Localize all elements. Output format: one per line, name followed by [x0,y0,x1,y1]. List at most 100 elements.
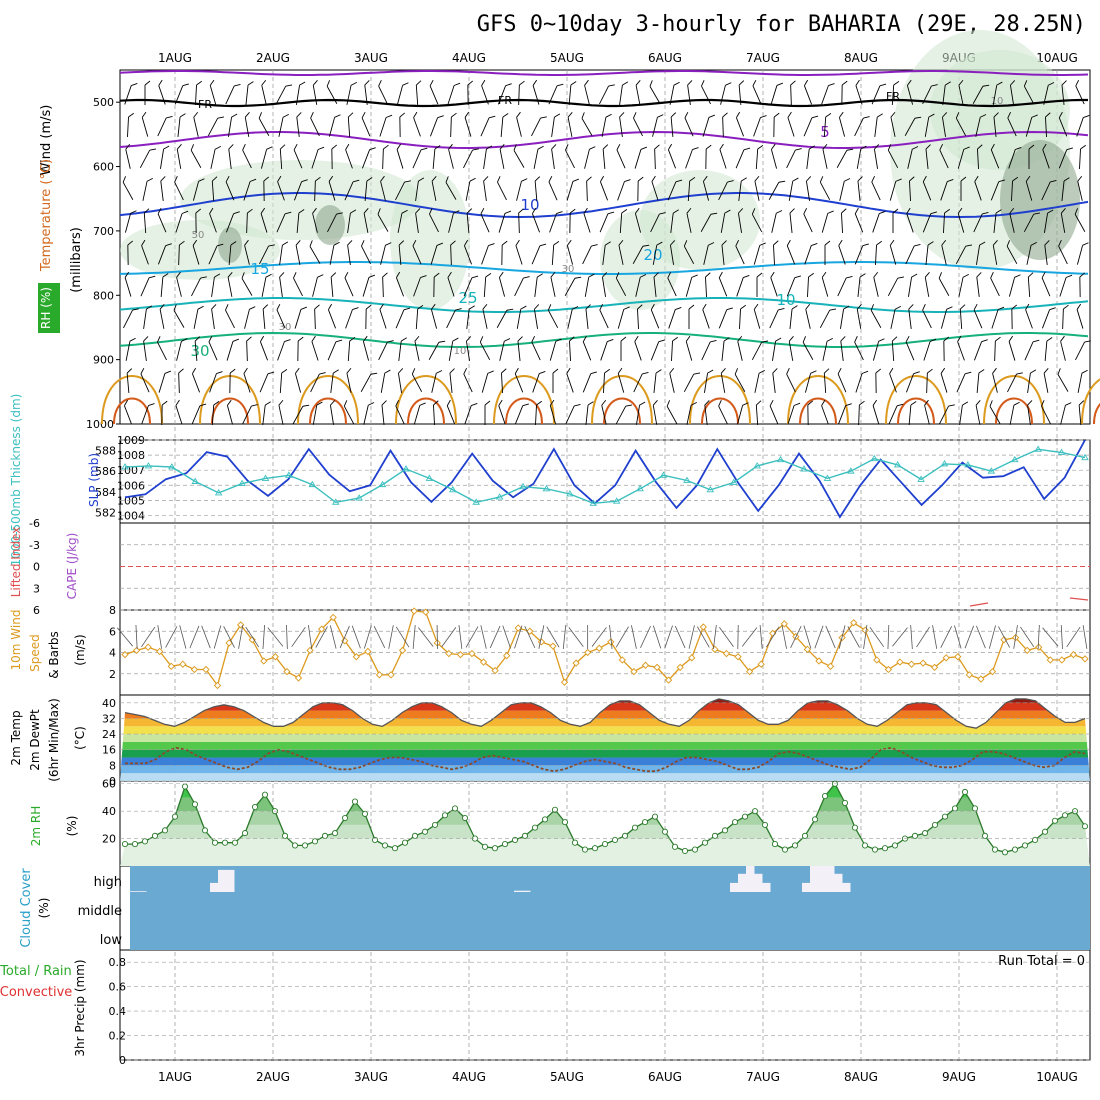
wind-barb [211,176,218,202]
wind-barb [259,371,275,393]
wind-barb [751,340,769,361]
wind-barb-staff [466,309,470,329]
wind-barb-flag [588,273,595,278]
wind-barb [906,79,914,105]
surface-wind-barb [790,626,802,648]
wind-barb [685,274,698,297]
surface-wind-barb [988,625,996,649]
wind-barb [1058,240,1068,265]
wind-barb-flag [931,84,938,87]
wind-barb [225,304,235,329]
temp-contour-line [119,261,1089,275]
wind-barb-flag [514,367,519,374]
surface-wind-barb [568,627,584,647]
thickness-point [800,465,808,472]
wind-barb-staff [1025,117,1033,137]
surface-wind-barb-staff [838,625,846,649]
wind-barb [143,208,150,234]
wind-barb-staff [429,117,439,137]
wind-barb-staff [241,278,253,296]
wind-barb-flag [536,273,543,278]
wind-barb-staff [1077,373,1083,393]
wind-barb-staff [804,245,812,265]
wind-speed-point [815,657,823,665]
wind-barb-staff [177,117,181,137]
wind-barb [887,144,899,169]
wind-barb-flag [947,178,954,182]
wind-barb-staff [837,373,847,393]
wind-barb-staff [771,341,777,361]
rh-shading-dark [218,227,242,263]
wind-barb-staff [941,117,947,137]
wind-barb [330,272,337,298]
wind-barb [752,79,762,105]
date-label-bottom: 10AUG [1036,1070,1078,1084]
wind-barb-flag [132,308,139,311]
wind-barb [889,239,897,265]
wind-barb-staff [737,341,743,361]
wind-barb-staff [127,116,129,138]
surface-wind-barb [591,627,607,647]
wind-barb [584,273,595,297]
wind-barb-staff [586,180,588,202]
wind-barb-flag [930,211,938,215]
wind-barb [345,143,353,169]
wind-barb-flag [347,112,354,118]
wind-barb-staff [428,342,440,360]
wind-barb [552,368,559,393]
surface-wind-barb [1066,626,1081,648]
wind-barb [906,207,914,233]
wind-barb-staff [513,150,525,168]
surface-wind-barb-staff [932,625,938,649]
pressure-tick-label: 900 [93,354,114,367]
precip-tick-label: 0.4 [109,1005,127,1018]
wind-barb [939,143,949,169]
wind-barb [955,112,967,137]
wind-barb-flag [200,276,207,279]
wind-barb [565,144,575,169]
wind-barb-staff [686,405,692,425]
surface-wind-barb [998,626,1011,648]
wind-barb-flag [602,144,609,150]
wind-barb-staff [330,276,334,298]
wind-barb-flag [689,177,696,182]
wind-barb [465,177,476,201]
wind-barb-staff [667,277,677,297]
wind-barb-staff [466,212,470,234]
wind-barb-flag [657,114,664,118]
temp-contour-line [983,375,1045,425]
wind-barb-staff [739,308,741,330]
wind-barb-flag [962,273,970,278]
wind-barb-staff [887,149,899,169]
wind-barb-flag [484,400,491,406]
wind-barb-flag [944,81,951,86]
wind-barb [721,240,727,265]
thickness-point [331,498,340,505]
wind-barb-flag [844,178,851,182]
wind-barb [448,143,454,169]
high-cloud-gap [834,873,843,892]
wind-barb-flag [637,176,644,182]
wind-barb-flag [344,271,349,279]
wind-barb-staff [551,149,555,169]
wind-barb-flag [922,175,927,182]
wind-barb [228,144,234,169]
wind-barb [819,176,831,201]
wind-barb-flag [572,178,580,182]
wind-barb [888,403,904,425]
wind-barb-flag [642,244,650,247]
wind-speed-point [410,607,418,615]
wind-barb-flag [499,144,505,150]
wind-barb-staff [157,245,167,265]
surface-wind-barb [964,625,975,649]
temp-contour-line [119,70,1089,76]
wind-barb-staff [941,245,947,265]
wind-barb-staff [157,341,167,361]
wind-barb-flag [941,239,947,246]
wind-barb [429,79,439,105]
wind-barb-flag [806,176,812,182]
wind-barb [1025,175,1033,201]
wind-barb-flag [319,372,326,375]
wind-barb-staff [977,148,979,170]
wind-barb [330,369,339,393]
